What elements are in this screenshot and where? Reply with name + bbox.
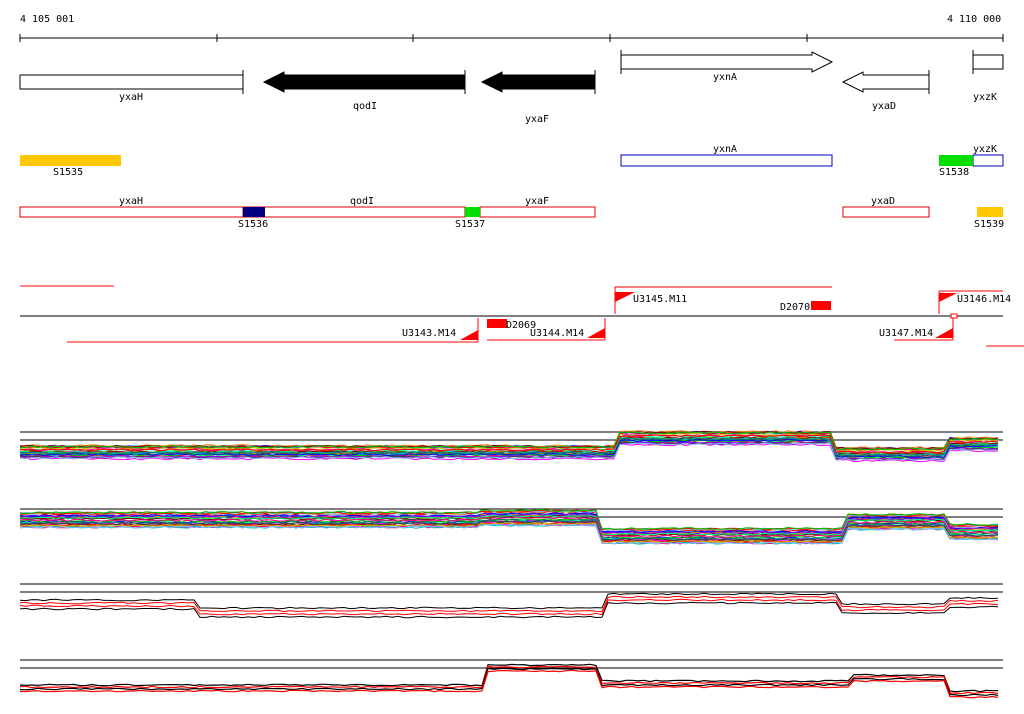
site-label-S1538: S1538: [939, 167, 969, 178]
feature-yxzK[interactable]: [972, 154, 1004, 167]
expression-trace: [19, 595, 999, 613]
gene-label-yxzK: yxzK: [973, 92, 997, 103]
expression-panel-1: [19, 430, 1003, 463]
site-S1537[interactable]: [465, 207, 480, 217]
transcript-U3146[interactable]: U3146.M14: [938, 290, 1011, 314]
gene-label-yxaH: yxaH: [119, 92, 143, 103]
transcript-label-D2069: D2069: [506, 320, 536, 331]
ruler-start-label: 4 105 001: [20, 14, 74, 25]
transcript-label-D2070: D2070: [780, 302, 810, 313]
expression-trace: [19, 434, 999, 454]
expression-trace: [19, 517, 999, 539]
feature-yxaH[interactable]: [19, 206, 244, 218]
gene-yxnA[interactable]: yxnA: [620, 50, 834, 83]
expression-trace: [19, 592, 999, 610]
transcript-label-U3143: U3143.M14: [402, 328, 456, 339]
expression-trace: [19, 667, 999, 697]
expression-trace: [19, 512, 999, 534]
feature-label-yxzK: yxzK: [973, 144, 997, 155]
expression-trace: [19, 431, 999, 451]
transcript-U3143[interactable]: U3143.M14: [67, 318, 479, 343]
expression-panel-4: [19, 659, 1003, 699]
expression-trace: [19, 514, 999, 536]
site-label-S1535: S1535: [53, 167, 83, 178]
site-label-S1539: S1539: [974, 219, 1004, 230]
transcript-D2070[interactable]: D2070: [780, 301, 831, 313]
transcript-U3147[interactable]: U3147.M14: [879, 313, 958, 341]
gene-yxzK[interactable]: yxzK: [972, 50, 1004, 103]
expression-trace: [19, 508, 999, 530]
feature-label-qodI: qodI: [350, 196, 374, 207]
expression-trace: [20, 669, 999, 699]
expression-trace: [19, 520, 999, 542]
transcript-U3144[interactable]: U3144.M14: [487, 318, 606, 341]
gene-qodI[interactable]: qodI: [262, 70, 466, 112]
feature-yxnA[interactable]: [620, 154, 833, 167]
transcript-label-U3144: U3144.M14: [530, 328, 584, 339]
expression-trace: [19, 663, 999, 693]
expression-trace: [19, 522, 999, 544]
gene-label-qodI: qodI: [353, 101, 377, 112]
transcript-track: U3145.M11 D2070 U3146.M14 U3143.M14 D206…: [20, 285, 1024, 347]
expression-panel-2: [19, 508, 1003, 545]
gene-track: yxaH qodI yxaF yxnA yxaD yxzK: [19, 50, 1004, 125]
coordinate-ruler: 4 105 001 4 110 000: [19, 14, 1004, 42]
expression-trace: [19, 601, 999, 619]
transcript-D2069[interactable]: D2069: [487, 319, 536, 331]
site-S1536[interactable]: [243, 207, 265, 217]
feature-label-yxaD: yxaD: [871, 196, 895, 207]
feature-qodI[interactable]: [242, 206, 466, 218]
gene-yxaH[interactable]: yxaH: [19, 70, 244, 103]
transcript-label-U3146: U3146.M14: [957, 294, 1011, 305]
ruler-ticks: [19, 34, 1004, 42]
site-label-S1537: S1537: [455, 219, 485, 230]
transcript-label-U3145: U3145.M11: [633, 294, 687, 305]
expression-panel-3: [19, 583, 1003, 619]
feature-label-yxnA: yxnA: [713, 144, 737, 155]
transcript-label-U3147: U3147.M14: [879, 328, 933, 339]
expression-trace: [19, 598, 999, 616]
gene-yxaF[interactable]: yxaF: [480, 70, 596, 125]
site-label-S1536: S1536: [238, 219, 268, 230]
feature-yxaF[interactable]: [479, 206, 596, 218]
site-S1539[interactable]: [977, 207, 1003, 217]
transcript-U3145[interactable]: U3145.M11: [614, 286, 832, 314]
expression-trace: [19, 523, 999, 545]
feature-track-lower: yxaH qodI yxaF yxaD S1536 S1537 S1539: [19, 196, 1004, 230]
feature-label-yxaH: yxaH: [119, 196, 143, 207]
expression-trace: [19, 523, 999, 545]
expression-trace: [19, 442, 999, 462]
gene-label-yxnA: yxnA: [713, 72, 737, 83]
ruler-end-label: 4 110 000: [947, 14, 1001, 25]
feature-label-yxaF: yxaF: [525, 196, 549, 207]
expression-trace: [19, 665, 999, 695]
site-S1538[interactable]: [939, 155, 973, 166]
gene-label-yxaD: yxaD: [872, 101, 896, 112]
feature-yxaD[interactable]: [842, 206, 930, 218]
expression-trace: [19, 516, 999, 538]
feature-track-upper: S1535 yxnA yxzK S1538: [20, 144, 1004, 178]
gene-label-yxaF: yxaF: [525, 114, 549, 125]
site-S1535[interactable]: [20, 155, 121, 166]
gene-yxaD[interactable]: yxaD: [841, 70, 930, 112]
expression-trace: [19, 509, 999, 531]
